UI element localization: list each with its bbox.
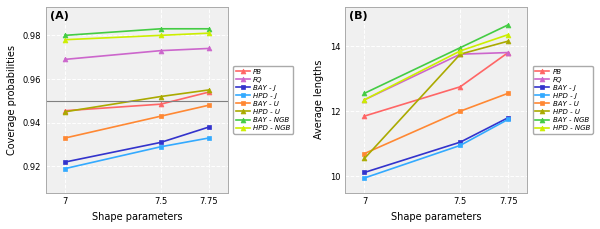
Legend: PB, FQ, BAY - J, HPD - J, BAY - U, HPD - U, BAY - NGB, HPD - NGB: PB, FQ, BAY - J, HPD - J, BAY - U, HPD -… (533, 66, 593, 134)
Text: (B): (B) (349, 11, 368, 21)
Legend: PB, FQ, BAY - J, HPD - J, BAY - U, HPD - U, BAY - NGB, HPD - NGB: PB, FQ, BAY - J, HPD - J, BAY - U, HPD -… (233, 66, 293, 134)
X-axis label: Shape parameters: Shape parameters (92, 212, 182, 222)
Y-axis label: Average lengths: Average lengths (314, 60, 325, 139)
Text: (A): (A) (50, 11, 68, 21)
X-axis label: Shape parameters: Shape parameters (391, 212, 482, 222)
Y-axis label: Coverage probabilities: Coverage probabilities (7, 45, 17, 155)
